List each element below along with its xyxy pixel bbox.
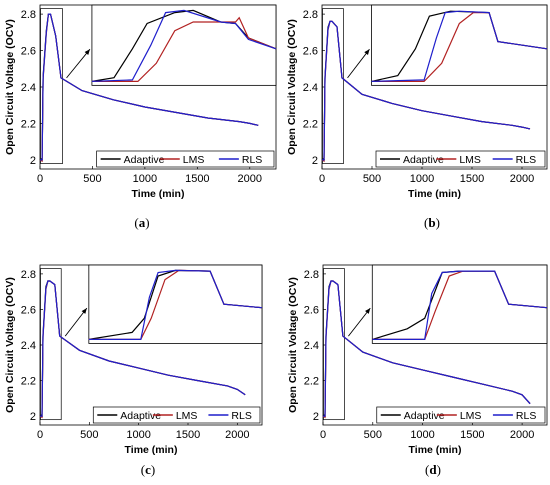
legend-label-adaptive: Adaptive xyxy=(124,154,165,166)
x-tick-label: 1500 xyxy=(185,173,209,185)
legend-label-lms: LMS xyxy=(460,410,482,422)
x-tick-label: 1000 xyxy=(410,429,434,441)
y-tick-label: 2.4 xyxy=(304,340,319,352)
legend-label-adaptive: Adaptive xyxy=(404,410,445,422)
x-tick-label: 1000 xyxy=(126,429,150,441)
zoom-region-box xyxy=(322,8,344,164)
y-tick-label: 2 xyxy=(313,411,319,423)
x-tick-label: 0 xyxy=(320,429,326,441)
y-axis-label: Open Circuit Voltage (OCV) xyxy=(286,19,298,155)
inset-line-rls xyxy=(88,269,263,340)
y-axis-label: Open Circuit Voltage (OCV) xyxy=(287,277,299,413)
x-tick-label: 1500 xyxy=(460,429,484,441)
y-tick-label: 2.8 xyxy=(21,269,36,281)
y-tick-label: 2.6 xyxy=(304,304,319,316)
legend-label-rls: RLS xyxy=(516,410,536,422)
legend-box xyxy=(92,406,261,424)
x-tick-label: 1000 xyxy=(133,173,157,185)
y-tick-label: 2.2 xyxy=(303,118,318,130)
x-axis-label: Time (min) xyxy=(409,444,462,456)
zoom-arrow xyxy=(348,307,371,337)
series-line-rls xyxy=(322,20,531,161)
zoom-arrow xyxy=(64,307,88,337)
x-tick-label: 2000 xyxy=(510,173,534,185)
x-tick-label: 2000 xyxy=(238,173,262,185)
zoom-arrow-head xyxy=(84,49,90,55)
y-tick-label: 2.6 xyxy=(21,304,36,316)
zoom-region-box xyxy=(40,8,63,164)
legend-label-rls: RLS xyxy=(516,154,536,166)
y-tick-label: 2 xyxy=(312,155,318,167)
chart-panel-1: 0 500 1000 1500 2000 2 2.2 2.4 2.6 2.8 Time (min) O… xyxy=(4,4,277,230)
x-tick-label: 1000 xyxy=(410,173,434,185)
inset-line-rls xyxy=(372,270,548,340)
y-tick-label: 2.4 xyxy=(21,340,36,352)
x-tick-label: 0 xyxy=(319,173,325,185)
x-tick-label: 1500 xyxy=(460,173,484,185)
legend-label-rls: RLS xyxy=(231,410,251,422)
x-axis-label: Time (min) xyxy=(132,188,185,200)
legend-box xyxy=(96,150,275,168)
inset-line-lms xyxy=(91,16,277,83)
legend-label-rls: RLS xyxy=(242,154,262,166)
x-tick-label: 1500 xyxy=(176,429,200,441)
x-tick-label: 0 xyxy=(37,173,43,185)
y-tick-label: 2.4 xyxy=(303,82,318,94)
chart-panel-4: 0 500 1000 1500 2000 2 2.2 2.4 2.6 2.8 Time (min) O… xyxy=(287,264,548,477)
chart-panel-3: 0 500 1000 1500 2000 2 2.2 2.4 2.6 2.8 Time (min) O… xyxy=(4,264,263,477)
zoom-arrow xyxy=(347,48,370,79)
panel-caption: (c) xyxy=(141,462,155,477)
x-tick-label: 2000 xyxy=(225,429,249,441)
y-tick-label: 2 xyxy=(30,411,36,423)
legend-label-lms: LMS xyxy=(459,154,481,166)
legend-box xyxy=(375,150,546,168)
panel-caption: (d) xyxy=(425,462,441,477)
y-tick-label: 2.6 xyxy=(303,46,318,58)
y-tick-label: 2.8 xyxy=(304,269,319,281)
x-tick-label: 0 xyxy=(37,429,43,441)
x-tick-label: 500 xyxy=(363,173,381,185)
series-line-rls xyxy=(323,280,531,417)
x-tick-label: 500 xyxy=(83,173,101,185)
y-tick-label: 2.2 xyxy=(304,376,319,388)
inset-frame xyxy=(91,4,277,86)
zoom-region-box xyxy=(323,268,345,421)
y-tick-label: 2.4 xyxy=(21,82,36,94)
series-line-rls xyxy=(40,13,259,161)
y-axis-label: Open Circuit Voltage (OCV) xyxy=(4,19,16,155)
y-tick-label: 2.8 xyxy=(303,9,318,21)
legend-label-lms: LMS xyxy=(183,154,205,166)
inset-line-rls xyxy=(91,9,277,82)
series-line-rls xyxy=(40,280,246,417)
x-tick-label: 500 xyxy=(80,429,98,441)
legend-label-adaptive: Adaptive xyxy=(120,410,161,422)
zoom-arrow xyxy=(66,48,91,79)
zoom-arrow-head xyxy=(365,308,371,314)
chart-panel-2: 0 500 1000 1500 2000 2 2.2 2.4 2.6 2.8 Time (min) O… xyxy=(286,4,548,230)
zoom-arrow-head xyxy=(81,308,87,314)
x-tick-label: 2000 xyxy=(510,429,534,441)
y-tick-label: 2.8 xyxy=(21,9,36,21)
panel-caption: (b) xyxy=(424,215,440,230)
zoom-region-box xyxy=(40,268,62,421)
y-tick-label: 2.2 xyxy=(21,118,36,130)
x-tick-label: 500 xyxy=(364,429,382,441)
legend-label-adaptive: Adaptive xyxy=(403,154,444,166)
y-tick-label: 2.6 xyxy=(21,46,36,58)
legend-label-lms: LMS xyxy=(176,410,198,422)
zoom-arrow-head xyxy=(364,49,370,56)
x-axis-label: Time (min) xyxy=(408,188,461,200)
panel-caption: (a) xyxy=(134,215,149,230)
y-tick-label: 2.2 xyxy=(21,376,36,388)
y-axis-label: Open Circuit Voltage (OCV) xyxy=(4,277,16,413)
inset-line-rls xyxy=(371,10,548,82)
inset-frame xyxy=(88,264,263,344)
legend-box xyxy=(376,406,546,424)
x-axis-label: Time (min) xyxy=(125,444,178,456)
y-tick-label: 2 xyxy=(30,155,36,167)
